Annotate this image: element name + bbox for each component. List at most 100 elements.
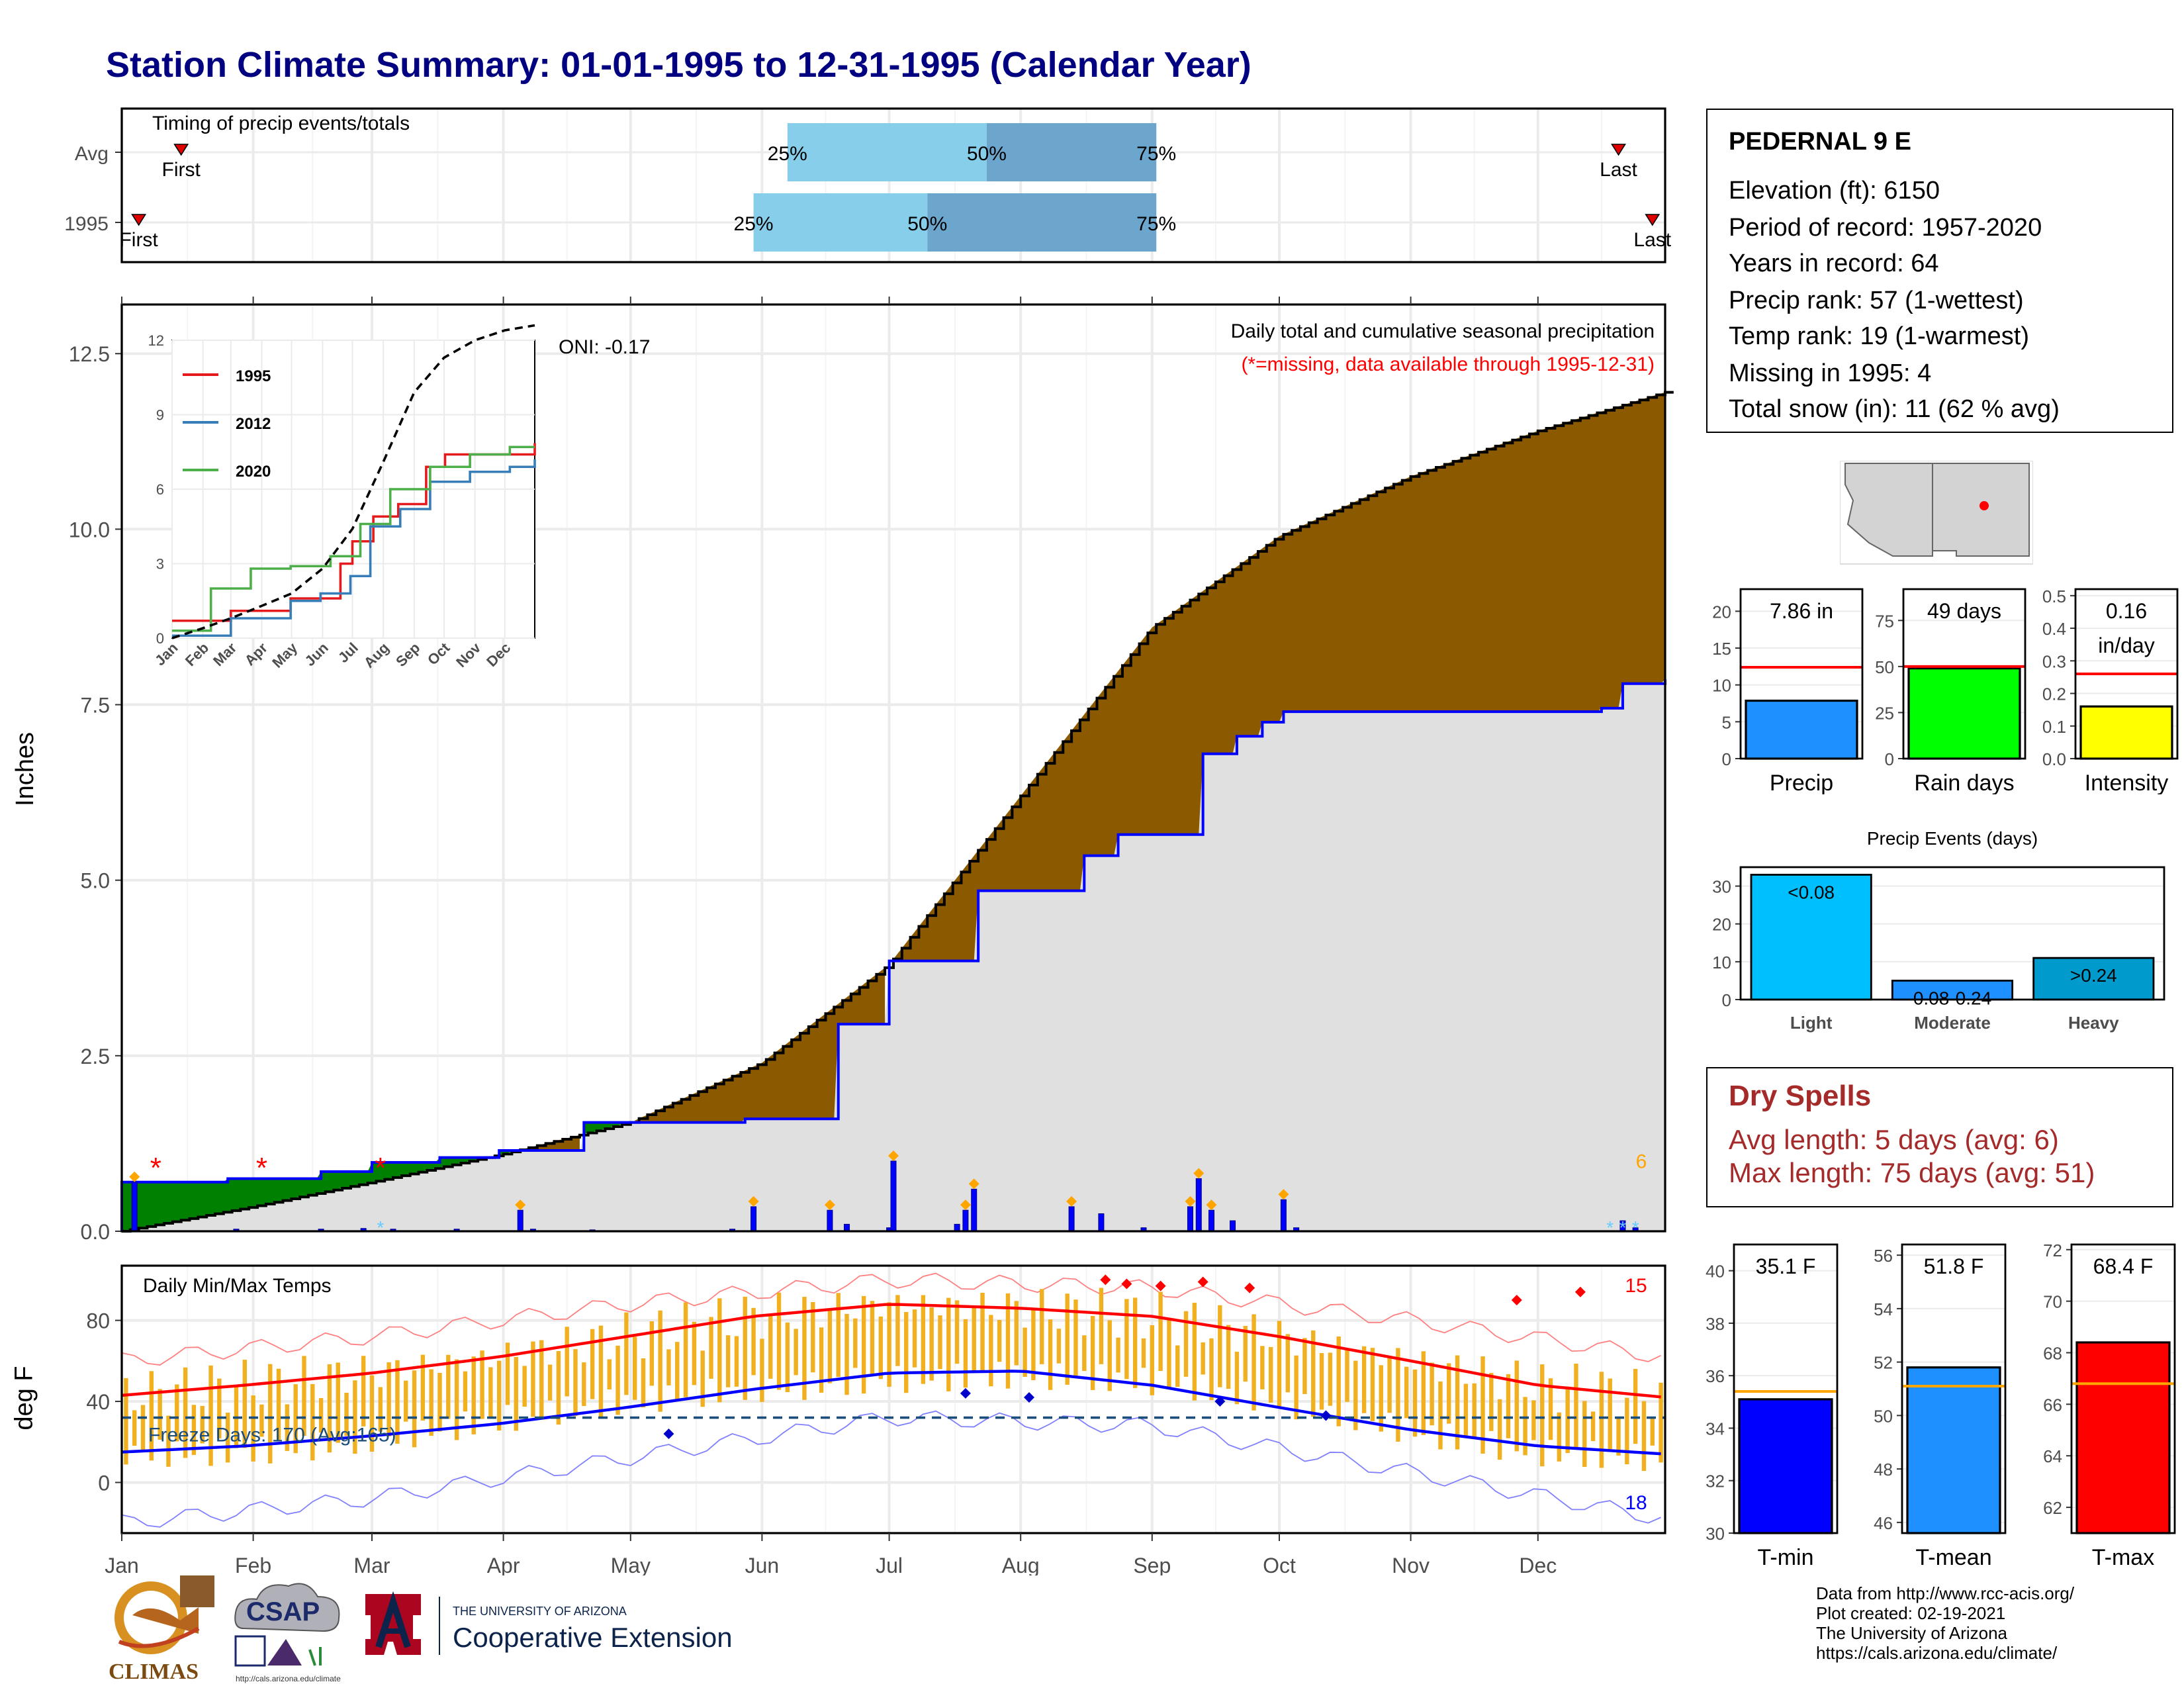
- inset-series-line: [172, 459, 536, 637]
- event-count: 6: [1636, 1151, 1647, 1173]
- daily-temp-bar: [1201, 1342, 1205, 1375]
- daily-temp-bar: [1277, 1321, 1282, 1407]
- month-axis-label: Sep: [1133, 1554, 1171, 1575]
- daily-temp-bar: [1251, 1314, 1256, 1411]
- first-label: First: [162, 159, 201, 181]
- daily-precip-bar: [131, 1182, 138, 1232]
- daily-temp-bar: [259, 1404, 264, 1437]
- daily-precip-bar: [1230, 1220, 1236, 1232]
- record-high-marker: [1574, 1286, 1586, 1297]
- daily-temp-bar: [1311, 1330, 1316, 1417]
- missing-marker: *: [150, 1152, 161, 1184]
- daily-temp-bar: [1150, 1325, 1155, 1395]
- daily-temp-bar: [480, 1350, 484, 1419]
- record-low-marker: [1320, 1410, 1332, 1421]
- month-axis-label: May: [611, 1554, 651, 1575]
- daily-temp-bar: [1625, 1397, 1629, 1464]
- missing-marker: *: [256, 1152, 267, 1184]
- month-axis-label: Jul: [876, 1554, 903, 1575]
- daily-temp-bar: [700, 1350, 705, 1407]
- record-low-marker: [663, 1429, 674, 1440]
- daily-temp-bar: [1167, 1320, 1171, 1389]
- daily-temp-bar: [1090, 1316, 1095, 1390]
- dry-spells-max: Max length: 75 days (avg: 51): [1729, 1158, 2095, 1189]
- month-axis-label: Dec: [1519, 1554, 1557, 1575]
- below-cumulative-area: [122, 679, 1665, 1231]
- daily-temp-bar: [1243, 1325, 1248, 1382]
- daily-temp-bar: [1023, 1327, 1027, 1378]
- daily-temp-bar: [175, 1384, 179, 1442]
- daily-temp-bar: [395, 1360, 400, 1444]
- ua-logo-big-text: Cooperative Extension: [453, 1622, 733, 1653]
- record-low-count: 18: [1625, 1492, 1647, 1514]
- daily-temp-bar: [454, 1359, 459, 1440]
- month-axis-label: Jan: [105, 1554, 139, 1575]
- daily-temp-bar: [1302, 1338, 1307, 1394]
- daily-temp-bar: [1582, 1401, 1587, 1468]
- inset-average-line: [171, 324, 535, 639]
- snow-marker: *: [377, 1217, 384, 1238]
- timing-title: Timing of precip events/totals: [152, 113, 410, 134]
- daily-temp-bar: [1379, 1365, 1383, 1432]
- daily-temp-bar: [1361, 1346, 1367, 1413]
- daily-precip-bar: [751, 1206, 757, 1232]
- daily-temp-bar: [878, 1316, 883, 1380]
- daily-temp-bar: [514, 1356, 519, 1431]
- daily-temp-bar: [743, 1296, 747, 1400]
- daily-temp-bar: [1226, 1325, 1231, 1389]
- big-event-diamond: [1066, 1196, 1077, 1207]
- daily-temp-bar: [811, 1301, 815, 1373]
- daily-precip-bar: [1098, 1213, 1105, 1232]
- daily-temp-bar: [921, 1295, 926, 1384]
- daily-temp-bar: [302, 1356, 306, 1436]
- mini-ytick-label: 0.2: [2042, 684, 2066, 704]
- daily-temp-bar: [1031, 1308, 1036, 1380]
- daily-temp-bar: [692, 1321, 697, 1385]
- first-event-marker: [173, 144, 189, 156]
- tmean-value-label: 51.8 F: [1924, 1254, 1984, 1278]
- daily-temp-bar: [929, 1307, 934, 1381]
- rain-days-axis-label: Rain days: [1914, 771, 2014, 794]
- daily-temp-bar: [336, 1362, 340, 1443]
- daily-temp-bar: [471, 1356, 476, 1434]
- month-axis-label: Apr: [487, 1554, 520, 1575]
- big-event-diamond: [748, 1196, 759, 1207]
- daily-temp-bar: [1480, 1356, 1485, 1454]
- last-event-marker: [1611, 144, 1626, 156]
- credits: Data from http://www.rcc-acis.org/ Plot …: [1816, 1583, 2074, 1663]
- mini-ytick-label: 0.5: [2042, 586, 2066, 606]
- precip-total-value-label: 7.86 in: [1770, 599, 1833, 623]
- mini-frame: [1902, 588, 2026, 760]
- daily-temp-bar: [1234, 1352, 1240, 1405]
- dry-spells-avg: Avg length: 5 days (avg: 6): [1729, 1125, 2059, 1156]
- mini-ytick-label: 5: [1722, 712, 1731, 732]
- big-event-diamond: [1278, 1189, 1289, 1200]
- daily-temp-bar: [1175, 1345, 1180, 1387]
- mini-frame: [1901, 1243, 2007, 1534]
- daily-temp-bar: [734, 1336, 739, 1387]
- mini-ytick-label: 40: [1706, 1262, 1725, 1282]
- daily-temp-bar: [836, 1293, 841, 1377]
- daily-temp-bar: [590, 1329, 595, 1399]
- precip-events-chart: Precip Events (days) 0 10 20 30 <0.08 Light 0.0…: [1712, 828, 2165, 1033]
- daily-temp-bar: [1387, 1356, 1392, 1413]
- daily-temp-bar: [1421, 1351, 1426, 1435]
- daily-temp-bar: [1336, 1336, 1341, 1427]
- daily-temp-bar: [760, 1338, 764, 1402]
- daily-temp-bar: [547, 1364, 553, 1401]
- daily-temp-bar: [318, 1398, 324, 1433]
- ua-logo-small-text: THE UNIVERSITY OF ARIZONA: [453, 1605, 627, 1618]
- daily-temp-bar: [1608, 1378, 1612, 1450]
- daily-temp-bar: [870, 1301, 875, 1374]
- mini-ytick-label: 70: [2043, 1292, 2062, 1312]
- daily-temp-bar: [1531, 1400, 1536, 1440]
- daily-temp-bar: [361, 1356, 366, 1427]
- timing-bar-25-50: [753, 193, 928, 252]
- average-cumulative-line: [122, 391, 1674, 1233]
- daily-temp-bar: [1132, 1297, 1138, 1388]
- big-event-diamond: [968, 1178, 979, 1190]
- record-low-marker: [1214, 1396, 1226, 1407]
- daily-temp-bar: [1616, 1417, 1621, 1456]
- events-ytick-label: 20: [1712, 915, 1731, 935]
- daily-temp-bar: [1056, 1329, 1062, 1364]
